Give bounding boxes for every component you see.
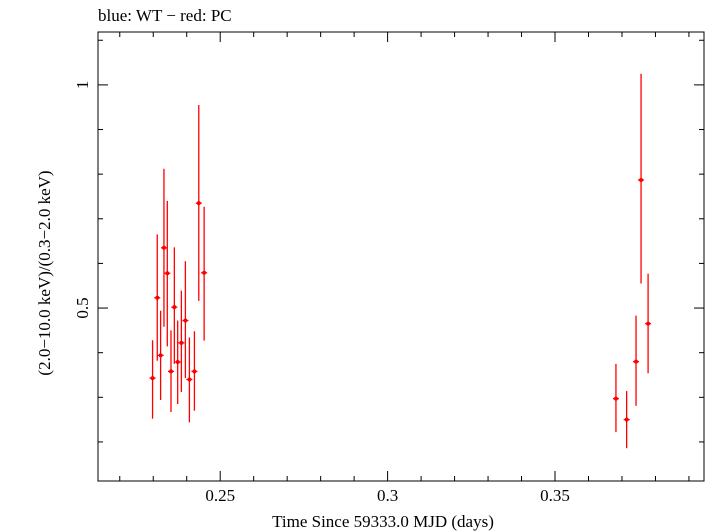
data-point: [634, 359, 639, 364]
data-point: [179, 340, 184, 345]
y-axis-label: (2.0−10.0 keV)/(0.3−2.0 keV): [35, 170, 54, 375]
data-point: [161, 245, 166, 250]
data-point: [150, 376, 155, 381]
data-point: [192, 369, 197, 374]
data-point: [165, 271, 170, 276]
chart-title: blue: WT − red: PC: [98, 6, 232, 25]
plot-frame: [97, 31, 705, 482]
data-point: [639, 177, 644, 182]
y-tick-label: 0.5: [73, 297, 92, 318]
data-point: [158, 353, 163, 358]
data-point: [187, 377, 192, 382]
y-tick-label: 1: [73, 81, 92, 90]
data-point: [183, 318, 188, 323]
data-point: [646, 321, 651, 326]
data-point: [196, 201, 201, 206]
x-tick-label: 0.3: [377, 486, 398, 505]
data-point: [202, 270, 207, 275]
x-tick-label: 0.25: [205, 486, 235, 505]
data-point: [168, 369, 173, 374]
data-point: [155, 295, 160, 300]
data-point: [172, 305, 177, 310]
x-tick-label: 0.35: [540, 486, 570, 505]
data-point: [624, 417, 629, 422]
x-axis-label: Time Since 59333.0 MJD (days): [272, 512, 494, 531]
data-point: [175, 360, 180, 365]
data-point: [613, 396, 618, 401]
